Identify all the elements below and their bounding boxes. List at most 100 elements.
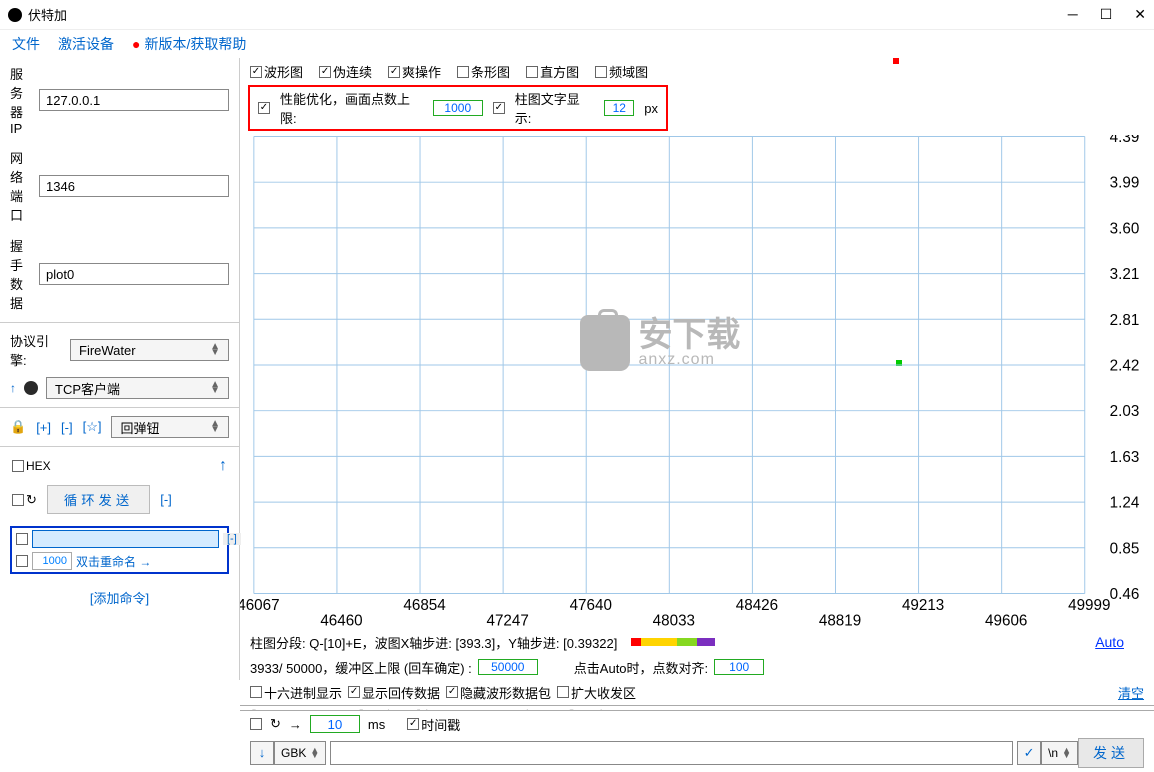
rebound-select[interactable]: 回弹钮 ▲▼: [111, 416, 229, 438]
svg-text:4.39: 4.39: [1110, 135, 1140, 146]
send-button[interactable]: 发送: [1078, 738, 1144, 768]
interval-row: ↻ → ms 时间戳: [250, 715, 1144, 734]
menu-activate[interactable]: 激活设备: [58, 34, 114, 54]
check-expand[interactable]: 扩大收发区: [557, 683, 636, 702]
upload-icon[interactable]: ↑: [10, 381, 16, 395]
svg-text:3.21: 3.21: [1110, 266, 1140, 283]
port-row: 网络端口: [0, 142, 239, 230]
menu-file[interactable]: 文件: [12, 34, 40, 54]
check-hide[interactable]: 隐藏波形数据包: [446, 683, 551, 702]
chart-area: 4.393.993.603.212.812.422.031.631.240.85…: [240, 135, 1154, 630]
port-label: 网络端口: [10, 148, 31, 224]
resize-handle-top[interactable]: [893, 58, 899, 64]
perf-opt-input[interactable]: [433, 100, 483, 116]
send-input[interactable]: [330, 741, 1013, 765]
lock-icon[interactable]: 🔒: [10, 419, 26, 435]
clear-link[interactable]: 清空: [1118, 683, 1144, 702]
title-bar: 伏特加 ─ ☐ ✕: [0, 0, 1154, 30]
maximize-icon[interactable]: ☐: [1100, 6, 1113, 23]
svg-text:48819: 48819: [819, 612, 861, 629]
svg-text:1.24: 1.24: [1110, 495, 1140, 512]
escape-select[interactable]: \n ▲▼: [1041, 741, 1078, 765]
menu-bar: 文件 激活设备 ● 新版本/获取帮助: [0, 30, 1154, 58]
interval-check[interactable]: [250, 718, 262, 730]
svg-text:0.46: 0.46: [1110, 586, 1140, 603]
loop-row: ↻ 循环发送 [-]: [0, 481, 239, 518]
encoding-value: GBK: [281, 746, 306, 760]
confirm-icon[interactable]: ✓: [1017, 741, 1041, 765]
cmd1-check[interactable]: [16, 533, 28, 545]
check-echo[interactable]: 显示回传数据: [348, 683, 440, 702]
bar-text-input[interactable]: [604, 100, 634, 116]
cmd1-minus[interactable]: [-]: [223, 533, 241, 545]
menu-new-help[interactable]: 新版本/获取帮助: [144, 34, 246, 54]
svg-text:49213: 49213: [902, 597, 944, 614]
perf-opt-check[interactable]: [258, 102, 270, 114]
log-area: [ 13:51:28.330 ] DebugClient - Connectio…: [240, 705, 1154, 710]
interval-input[interactable]: [310, 715, 360, 733]
svg-text:0.85: 0.85: [1110, 540, 1140, 557]
check-hex-display[interactable]: 十六进制显示: [250, 683, 342, 702]
auto-link[interactable]: Auto: [1095, 634, 1124, 650]
check-waveform[interactable]: 波形图: [250, 62, 303, 81]
spin-icon: ▲▼: [210, 421, 220, 433]
check-pseudo[interactable]: 伪连续: [319, 62, 372, 81]
cmd1-input[interactable]: [32, 530, 219, 548]
escape-value: \n: [1048, 746, 1058, 760]
handshake-label: 握手数据: [10, 236, 31, 312]
timestamp-check[interactable]: 时间戳: [407, 715, 460, 734]
protocol-value: FireWater: [79, 343, 136, 358]
close-icon[interactable]: ✕: [1134, 6, 1146, 23]
conn-select[interactable]: TCP客户端 ▲▼: [46, 377, 229, 399]
align-input[interactable]: [714, 659, 764, 675]
server-ip-input[interactable]: [39, 89, 229, 111]
buffer-input[interactable]: [478, 659, 538, 675]
app-title: 伏特加: [28, 5, 67, 24]
check-hist[interactable]: 直方图: [526, 62, 579, 81]
cmd2-check[interactable]: [16, 555, 28, 567]
ms-label: ms: [368, 717, 385, 732]
svg-text:3.99: 3.99: [1110, 175, 1140, 192]
segment-text: 柱图分段: Q-[10]+E，波图X轴步进: [393.3]，Y轴步进: [0.…: [250, 633, 617, 652]
svg-text:49999: 49999: [1068, 597, 1110, 614]
lock-toolbar: 🔒 [+] [-] [☆] 回弹钮 ▲▼: [0, 412, 239, 442]
bar-text-check[interactable]: [493, 102, 505, 114]
plus-button[interactable]: [+]: [36, 420, 51, 435]
svg-text:2.03: 2.03: [1110, 403, 1140, 420]
encoding-select[interactable]: GBK ▲▼: [274, 741, 326, 765]
up-arrow-icon[interactable]: ↑: [219, 457, 227, 475]
spin-icon: ▲▼: [210, 382, 220, 394]
handshake-row: 握手数据: [0, 230, 239, 318]
log-line-dim: [ 13:51:28.330 ] DebugClient - Connectio…: [250, 708, 1144, 710]
new-version-dot: ●: [132, 36, 140, 52]
svg-text:2.42: 2.42: [1110, 358, 1140, 375]
star-button[interactable]: [☆]: [83, 419, 102, 435]
cmd2-value[interactable]: [32, 552, 72, 570]
add-cmd-link[interactable]: [添加命令]: [90, 591, 149, 606]
display-checks-row: 十六进制显示 显示回传数据 隐藏波形数据包 扩大收发区 清空: [240, 680, 1154, 705]
loop-minus[interactable]: [-]: [160, 492, 172, 507]
segment-row: 柱图分段: Q-[10]+E，波图X轴步进: [393.3]，Y轴步进: [0.…: [240, 630, 1154, 655]
check-op[interactable]: 爽操作: [388, 62, 441, 81]
bottom-bar: ↻ → ms 时间戳 ↓ GBK ▲▼ ✓ \n ▲▼ 发送: [240, 710, 1154, 772]
download-icon[interactable]: ↓: [250, 741, 274, 765]
refresh-icon[interactable]: ↻: [270, 716, 281, 732]
handshake-input[interactable]: [39, 263, 229, 285]
minimize-icon[interactable]: ─: [1068, 6, 1078, 23]
buffer-row: 3933/ 50000，缓冲区上限 (回车确定) : 点击Auto时，点数对齐:: [240, 655, 1154, 680]
check-bar[interactable]: 条形图: [457, 62, 510, 81]
server-ip-row: 服务器IP: [0, 58, 239, 142]
minus-button[interactable]: [-]: [61, 420, 73, 435]
hex-check[interactable]: HEX: [12, 459, 51, 473]
protocol-select[interactable]: FireWater ▲▼: [70, 339, 229, 361]
protocol-row: 协议引擎: FireWater ▲▼: [0, 327, 239, 373]
loop-send-button[interactable]: 循环发送: [47, 485, 150, 514]
svg-text:2.81: 2.81: [1110, 312, 1140, 329]
command-box: [-] 双击重命名 →: [10, 526, 229, 574]
rename-hint[interactable]: 双击重命名 →: [76, 553, 151, 570]
check-freq[interactable]: 频域图: [595, 62, 648, 81]
px-label: px: [644, 101, 658, 116]
loop-check[interactable]: ↻: [12, 492, 37, 508]
hex-label: HEX: [26, 459, 51, 473]
port-input[interactable]: [39, 175, 229, 197]
